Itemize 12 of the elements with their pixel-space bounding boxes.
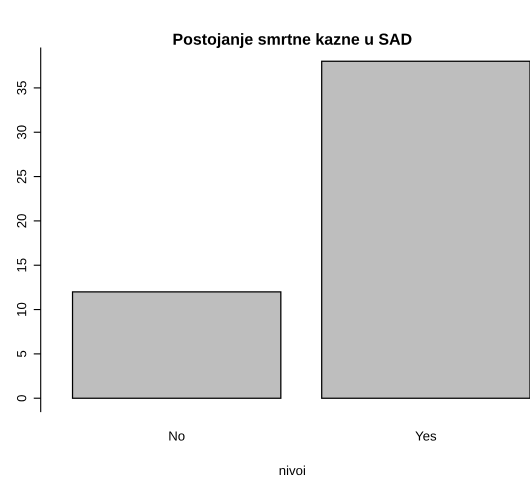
y-tick-label: 25 (16, 170, 26, 184)
x-tick-label: Yes (415, 431, 436, 441)
y-tick-label: 10 (16, 302, 26, 316)
chart-title: Postojanje smrtne kazne u SAD (174, 33, 412, 48)
y-tick-label: 35 (16, 81, 26, 95)
y-tick-label: 0 (16, 395, 26, 402)
y-tick-label: 5 (17, 350, 26, 358)
y-tick-label: 20 (16, 214, 26, 228)
y-tick-label: 15 (17, 258, 26, 272)
y-tick-label: 30 (16, 125, 26, 140)
x-axis-title: nivoi (280, 465, 305, 476)
x-tick-label: No (169, 431, 185, 441)
